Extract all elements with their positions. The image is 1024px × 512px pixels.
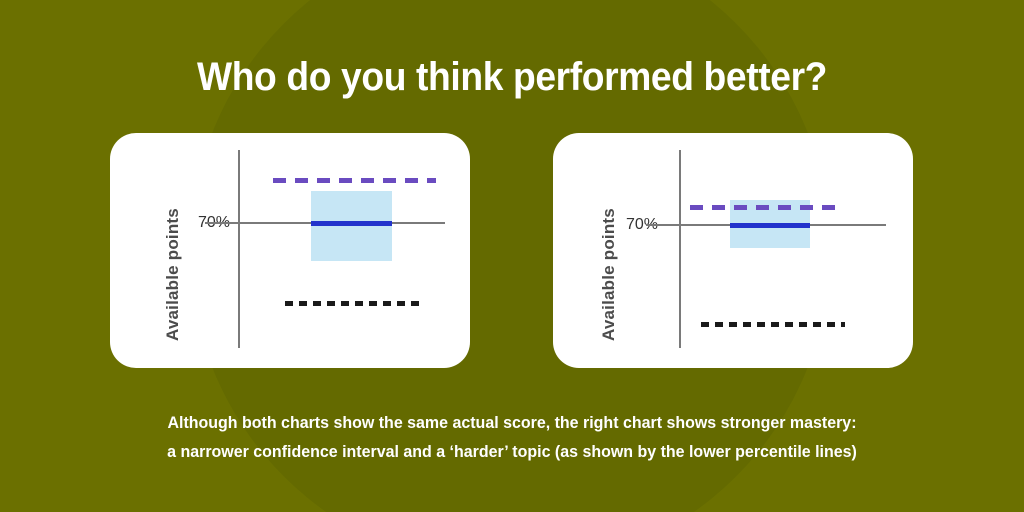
right-chart-upper-percentile-line <box>690 205 841 210</box>
right-chart: Available points 70% <box>553 133 913 368</box>
left-chart-confidence-interval-box <box>311 191 392 261</box>
right-chart-lower-percentile-dots <box>701 322 845 327</box>
right-chart-actual-score-line <box>730 223 810 228</box>
left-chart-actual-score-line <box>311 221 392 226</box>
right-chart-vertical-axis-line <box>679 150 681 348</box>
right-performance-card: Available points 70% <box>553 133 913 368</box>
left-chart-upper-percentile-dashes <box>273 178 436 183</box>
left-chart-vertical-axis-line <box>238 150 240 348</box>
page-title: Who do you think performed better? <box>196 55 828 99</box>
left-chart-lower-percentile-line <box>285 301 425 306</box>
caption-line-1: Although both charts show the same actua… <box>167 413 857 432</box>
left-chart-lower-percentile-dots <box>285 301 425 306</box>
left-performance-card: Available points 70% <box>110 133 470 368</box>
right-chart-y-tick-label: 70% <box>625 216 658 233</box>
right-chart-lower-percentile-line <box>701 322 845 327</box>
right-chart-upper-percentile-dashes <box>690 205 841 210</box>
left-chart-upper-percentile-line <box>273 178 436 183</box>
caption-line-2: a narrower confidence interval and a ‘ha… <box>167 442 857 461</box>
left-chart: Available points 70% <box>110 133 470 368</box>
caption: Although both charts show the same actua… <box>31 408 994 466</box>
